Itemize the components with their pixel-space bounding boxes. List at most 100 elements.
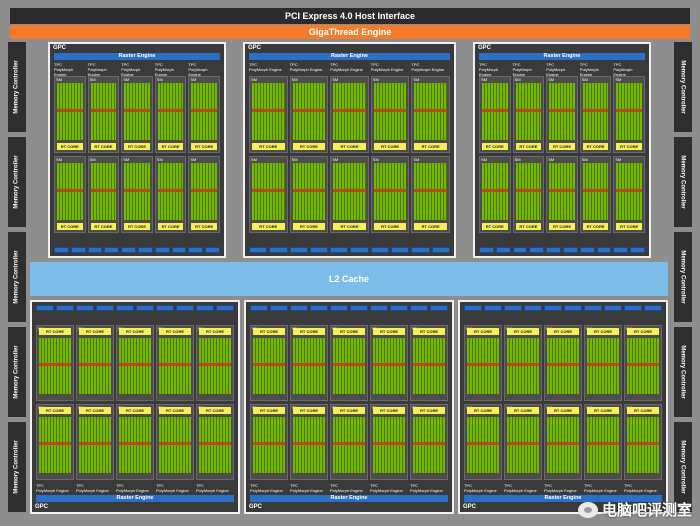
tpc-label: TPC PolyMorph Engine <box>156 483 194 493</box>
l2-cache: L2 Cache <box>30 262 668 296</box>
tpc-label: TPC PolyMorph Engine <box>371 62 410 72</box>
texture-unit <box>121 247 136 253</box>
texture-units <box>464 305 662 311</box>
sm-label: SM <box>481 157 487 162</box>
cuda-cores <box>292 83 326 140</box>
texture-unit <box>630 247 645 253</box>
rt-core: RT CORE <box>627 328 659 335</box>
polymorph-engine: PolyMorph Engine <box>250 488 283 493</box>
cuda-cores <box>333 163 366 220</box>
cuda-cores <box>507 338 539 394</box>
tpc-label: TPC PolyMorph Engine <box>155 62 187 77</box>
sm-label: SM <box>615 77 622 82</box>
texture-unit <box>350 247 369 253</box>
polymorph-engine: PolyMorph Engine <box>512 67 532 77</box>
sm-label: SM <box>56 157 62 162</box>
tpc-label: TPC PolyMorph Engine <box>250 483 288 493</box>
memory-controller: Memory Controller <box>674 232 692 322</box>
tpc-name: TPC <box>188 62 197 67</box>
memory-controller: Memory Controller <box>8 422 26 512</box>
texture-unit <box>250 305 268 311</box>
cuda-cores <box>253 338 285 394</box>
rt-core: RT CORE <box>252 143 285 150</box>
polymorph-engine: PolyMorph Engine <box>154 67 174 77</box>
cuda-cores <box>124 83 150 140</box>
texture-unit <box>188 247 204 253</box>
rt-core: RT CORE <box>373 143 407 150</box>
rt-core: RT CORE <box>57 143 83 150</box>
tpc-label: TPC PolyMorph Engine <box>121 62 153 77</box>
cuda-cores <box>467 417 499 473</box>
tpc-name: TPC <box>411 62 420 67</box>
memory-controller: Memory Controller <box>8 42 26 132</box>
cuda-cores <box>90 83 117 140</box>
rt-core: RT CORE <box>253 407 285 414</box>
texture-unit <box>624 305 642 311</box>
cuda-cores <box>547 417 579 473</box>
cuda-cores <box>252 163 285 220</box>
cuda-cores <box>39 338 71 394</box>
texture-unit <box>350 305 368 311</box>
texture-unit <box>330 247 349 253</box>
tpc-name: TPC <box>370 62 379 67</box>
polymorph-engine: PolyMorph Engine <box>196 488 229 493</box>
sm-label: SM <box>89 157 96 162</box>
tpc-name: TPC <box>370 483 378 488</box>
texture-unit <box>269 247 288 253</box>
cuda-cores <box>507 417 539 473</box>
rt-core: RT CORE <box>373 328 405 335</box>
gpc-label: GPC <box>463 504 477 510</box>
memory-controller-label: Memory Controller <box>14 250 20 304</box>
polymorph-engine: PolyMorph Engine <box>579 67 599 77</box>
texture-unit <box>596 247 612 253</box>
texture-unit <box>171 247 187 253</box>
watermark: 电脑吧评测室 <box>577 499 692 520</box>
cuda-cores <box>252 83 285 140</box>
rt-core: RT CORE <box>507 328 539 335</box>
sm-label: SM <box>251 157 257 162</box>
tpc-row: TPC PolyMorph Engine TPC PolyMorph Engine TP… <box>250 483 448 493</box>
tpc-name: TPC <box>250 483 258 488</box>
texture-unit <box>430 305 448 311</box>
texture-unit <box>391 247 410 253</box>
sm-label: SM <box>372 157 379 162</box>
rt-core: RT CORE <box>587 407 619 414</box>
gpc-label: GPC <box>248 45 262 51</box>
rt-core: RT CORE <box>582 223 609 230</box>
gigathread-engine: GigaThread Engine <box>10 25 690 39</box>
tpc-row: TPC PolyMorph Engine TPC PolyMorph Engine TP… <box>54 62 220 77</box>
tpc-row: TPC PolyMorph Engine TPC PolyMorph Engine TP… <box>36 483 234 493</box>
tpc-label: TPC PolyMorph Engine <box>290 483 328 493</box>
gpc: GPC Raster Engine TPC PolyMorph Engine TPC Po… <box>30 300 240 514</box>
tpc-label: TPC PolyMorph Engine <box>36 483 74 493</box>
tpc-label: TPC PolyMorph Engine <box>513 62 545 77</box>
tpc-name: TPC <box>613 62 622 67</box>
tpc-name: TPC <box>76 483 84 488</box>
gpc: GPC Raster Engine TPC PolyMorph Engine TPC Po… <box>458 300 668 514</box>
tpc-label: TPC PolyMorph Engine <box>584 483 622 493</box>
memory-controller: Memory Controller <box>8 137 26 227</box>
texture-unit <box>613 247 629 253</box>
raster-engine: Raster Engine <box>249 53 450 60</box>
polymorph-engine: PolyMorph Engine <box>370 488 403 493</box>
tpc-label: TPC PolyMorph Engine <box>330 483 368 493</box>
